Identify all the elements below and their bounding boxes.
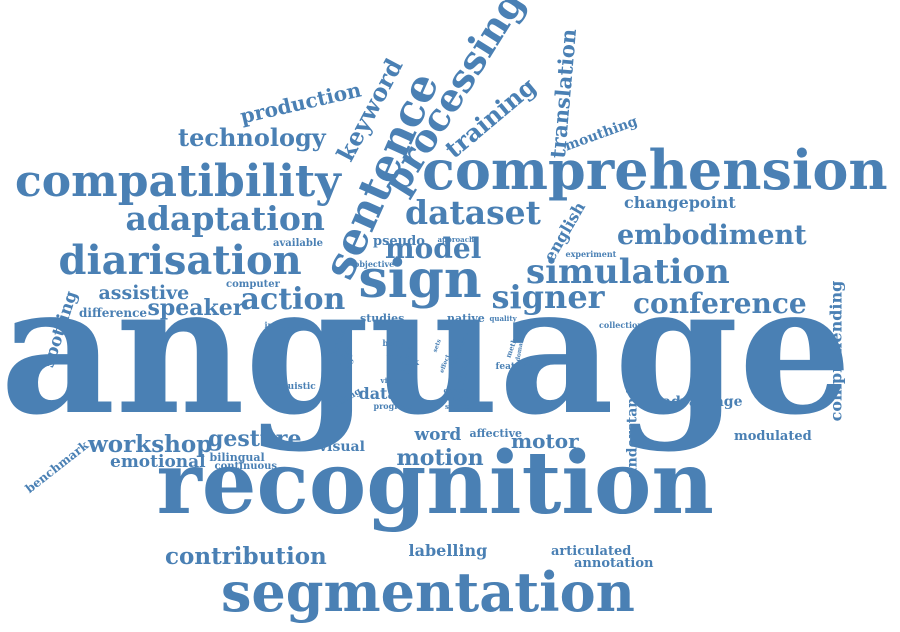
word-studies: studies bbox=[360, 311, 405, 325]
word-action: action bbox=[240, 282, 346, 317]
word-approach: approach bbox=[437, 234, 475, 244]
word-progress: progress bbox=[373, 401, 413, 411]
word-linguistic: linguistic bbox=[268, 381, 316, 392]
word-articulated: articulated bbox=[551, 543, 632, 559]
word-experiment: experiment bbox=[565, 249, 617, 259]
word-advantage: advantage bbox=[662, 394, 743, 410]
word-sign: sign bbox=[358, 249, 482, 310]
word-introduce: introduce bbox=[264, 320, 308, 330]
word-pseudo: pseudo bbox=[373, 233, 425, 249]
word-motor: motor bbox=[511, 429, 579, 453]
word-gesture: gesture bbox=[208, 426, 302, 452]
word-diarisation: diarisation bbox=[58, 237, 302, 284]
word-task: task bbox=[386, 351, 404, 361]
word-workshop: workshop bbox=[88, 430, 213, 458]
word-changepoint: changepoint bbox=[624, 193, 736, 212]
word-slrtp: slrtp bbox=[393, 366, 415, 376]
word-signer: signer bbox=[491, 278, 605, 316]
word-available: available bbox=[273, 238, 323, 249]
word-body: body bbox=[382, 338, 404, 348]
word-difference: difference bbox=[79, 306, 148, 320]
word-understanding: understanding bbox=[624, 362, 641, 478]
word-model: model bbox=[385, 232, 482, 265]
word-segmentation: segmentation bbox=[221, 560, 635, 624]
word-conference: conference bbox=[633, 287, 807, 320]
word-assistive: assistive bbox=[98, 281, 190, 304]
word-dataset: dataset bbox=[405, 192, 541, 232]
word-bilingual: bilingual bbox=[209, 450, 265, 464]
word-native: native bbox=[447, 311, 485, 325]
word-language: language bbox=[0, 245, 852, 454]
word-recognition: recognition bbox=[156, 433, 714, 534]
word-embodiment: embodiment bbox=[617, 219, 807, 251]
word-computer: computer bbox=[226, 279, 280, 290]
word-objective: objective bbox=[354, 259, 395, 269]
word-emotional: emotional bbox=[110, 451, 206, 472]
word-collection: collection bbox=[599, 320, 644, 330]
word-contribution: contribution bbox=[165, 542, 327, 570]
word-affective: affective bbox=[469, 426, 523, 440]
word-visual: visual bbox=[319, 439, 365, 455]
word-speaker: speaker bbox=[147, 295, 245, 321]
word-sdtrack: sdtrack bbox=[443, 393, 473, 403]
word-adaptation: adaptation bbox=[125, 198, 325, 238]
word-comprehending: comprehending bbox=[825, 280, 845, 422]
word-simulation: simulation bbox=[526, 252, 730, 292]
word-annotation: annotation bbox=[574, 555, 654, 571]
word-source: source bbox=[445, 401, 472, 411]
word-continuous: continuous bbox=[214, 461, 278, 472]
word-comprehension: comprehension bbox=[422, 138, 888, 202]
word-word: word bbox=[414, 424, 462, 445]
word-production: production bbox=[237, 77, 363, 129]
word-compatibility: compatibility bbox=[15, 156, 341, 207]
word-data: data bbox=[358, 384, 398, 403]
word-quality: quality bbox=[489, 313, 517, 323]
word-vision: vision bbox=[380, 375, 404, 385]
word-labelling: labelling bbox=[408, 541, 488, 560]
word-work: work bbox=[397, 357, 419, 367]
word-technology: technology bbox=[178, 123, 326, 152]
word-feature: feature bbox=[495, 361, 533, 372]
word-context: context bbox=[443, 385, 473, 395]
word-motion: motion bbox=[396, 445, 484, 471]
word-modulated: modulated bbox=[734, 428, 812, 444]
